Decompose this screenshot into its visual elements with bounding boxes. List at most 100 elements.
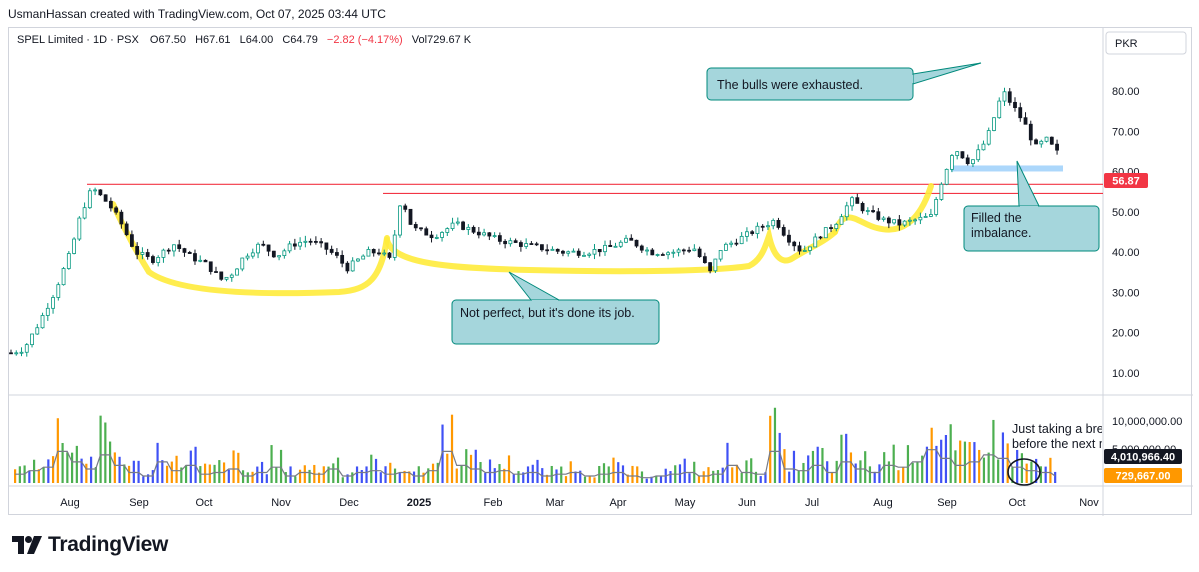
candle-body [555,248,560,252]
volume-bar [484,473,487,483]
symbol-name[interactable]: SPEL Limited · 1D · PSX [17,34,140,46]
tradingview-logo[interactable]: TradingView [12,533,168,557]
volume-bar [588,475,591,483]
volume-bar [683,458,686,483]
volume-bar [161,460,164,483]
volume-bar [897,470,900,483]
time-tick-label: Jun [738,497,756,509]
candle-body [1039,140,1044,145]
volume-bar [104,422,107,483]
volume-bar [883,452,886,483]
volume-bar [441,424,444,483]
candle-body [82,207,87,219]
candle-body [392,234,397,258]
candle-body [140,252,145,255]
volume-bar [902,466,905,483]
time-tick-label: 2025 [407,497,431,509]
low-value: L64.00 [240,34,274,46]
volume-bar [398,473,401,483]
volume-bar [146,474,150,483]
candle-body [918,216,923,221]
volume-bar [750,458,753,483]
candle-body [734,242,739,245]
note-break[interactable]: Just taking a break before the next move… [1012,422,1152,456]
note-bulls[interactable]: The bulls were exhausted. [706,62,982,101]
candle-body [319,241,324,244]
volume-bar [80,458,83,483]
candle-body [997,100,1002,119]
volume-bar [792,450,796,483]
volume-bar [450,414,454,483]
volume-bar [89,456,93,483]
candle-body [955,151,960,156]
chart-frame[interactable]: 80.00 70.00 60.00 50.00 40.00 30.00 20.00 10.00… [8,27,1193,516]
candle-body [697,248,702,258]
candle-body [382,252,387,255]
volume-bar [503,468,506,483]
candle-body [466,226,471,230]
volume-bar [431,463,435,483]
volume-bar [360,470,363,483]
candle-body [1028,123,1033,141]
volume-ma-line [15,449,1056,479]
candle-body [518,242,523,247]
note-imbalance[interactable]: Filled the imbalance. [963,160,1100,252]
time-tick-label: Dec [339,497,359,509]
candle-body [287,243,292,252]
candle-body [755,225,760,234]
time-tick-label: Nov [271,497,291,509]
candle-body [739,235,744,245]
candle-body [713,258,718,272]
candle-body [124,223,129,236]
volume-bar [507,455,511,483]
volume-bar [574,471,577,483]
candle-body [971,159,975,165]
candle-body [729,242,734,245]
candle-body [313,241,318,243]
volume-bar [636,466,639,483]
volume-bar [175,455,178,483]
volume-bar [1039,466,1043,483]
volume-bar [142,476,145,483]
candle-body [929,214,933,217]
candle-body [760,225,765,228]
candle-body [434,237,439,239]
volume-bar [925,446,929,483]
volume-bar [873,471,876,483]
volume-bar [602,463,606,483]
tradingview-logo-icon [12,536,42,554]
candle-body [603,244,607,253]
volume-bar [308,469,311,483]
volume-bar [279,449,283,483]
volume-bar [669,471,672,483]
volume-bar [659,475,663,483]
candle-body [513,240,518,243]
candle-body [413,224,418,229]
candle-body [834,223,839,230]
volume-bar [545,474,549,483]
volume-bar [180,467,183,483]
candle-body [787,234,791,243]
price-chart[interactable]: 80.0070.0060.0050.0040.0030.0020.0010.00… [9,28,1193,516]
time-tick-label: Jul [805,497,819,509]
volume-ma-tag-label: 4,010,966.40 [1111,452,1175,464]
candle-body [371,249,376,254]
candle-body [934,199,939,215]
currency-box[interactable] [1105,31,1187,55]
volume-bar [954,450,957,483]
volume-bar [393,468,397,483]
time-tick-label: Sep [129,497,149,509]
volume-bar [341,477,344,483]
volume-bar [488,459,492,483]
candle-body [461,221,465,230]
imbalance-zone [951,165,1063,172]
note-not-perfect[interactable]: Not perfect, but it's done its job. [451,271,660,345]
volume-bar [978,449,981,483]
price-tick-label: 10.00 [1112,368,1140,380]
volume-bar [417,466,420,483]
last-volume-tag-bg [1104,468,1182,483]
volume-bar [517,471,520,483]
candle-body [503,240,508,245]
candle-body [881,217,886,220]
candle-body [676,249,681,253]
